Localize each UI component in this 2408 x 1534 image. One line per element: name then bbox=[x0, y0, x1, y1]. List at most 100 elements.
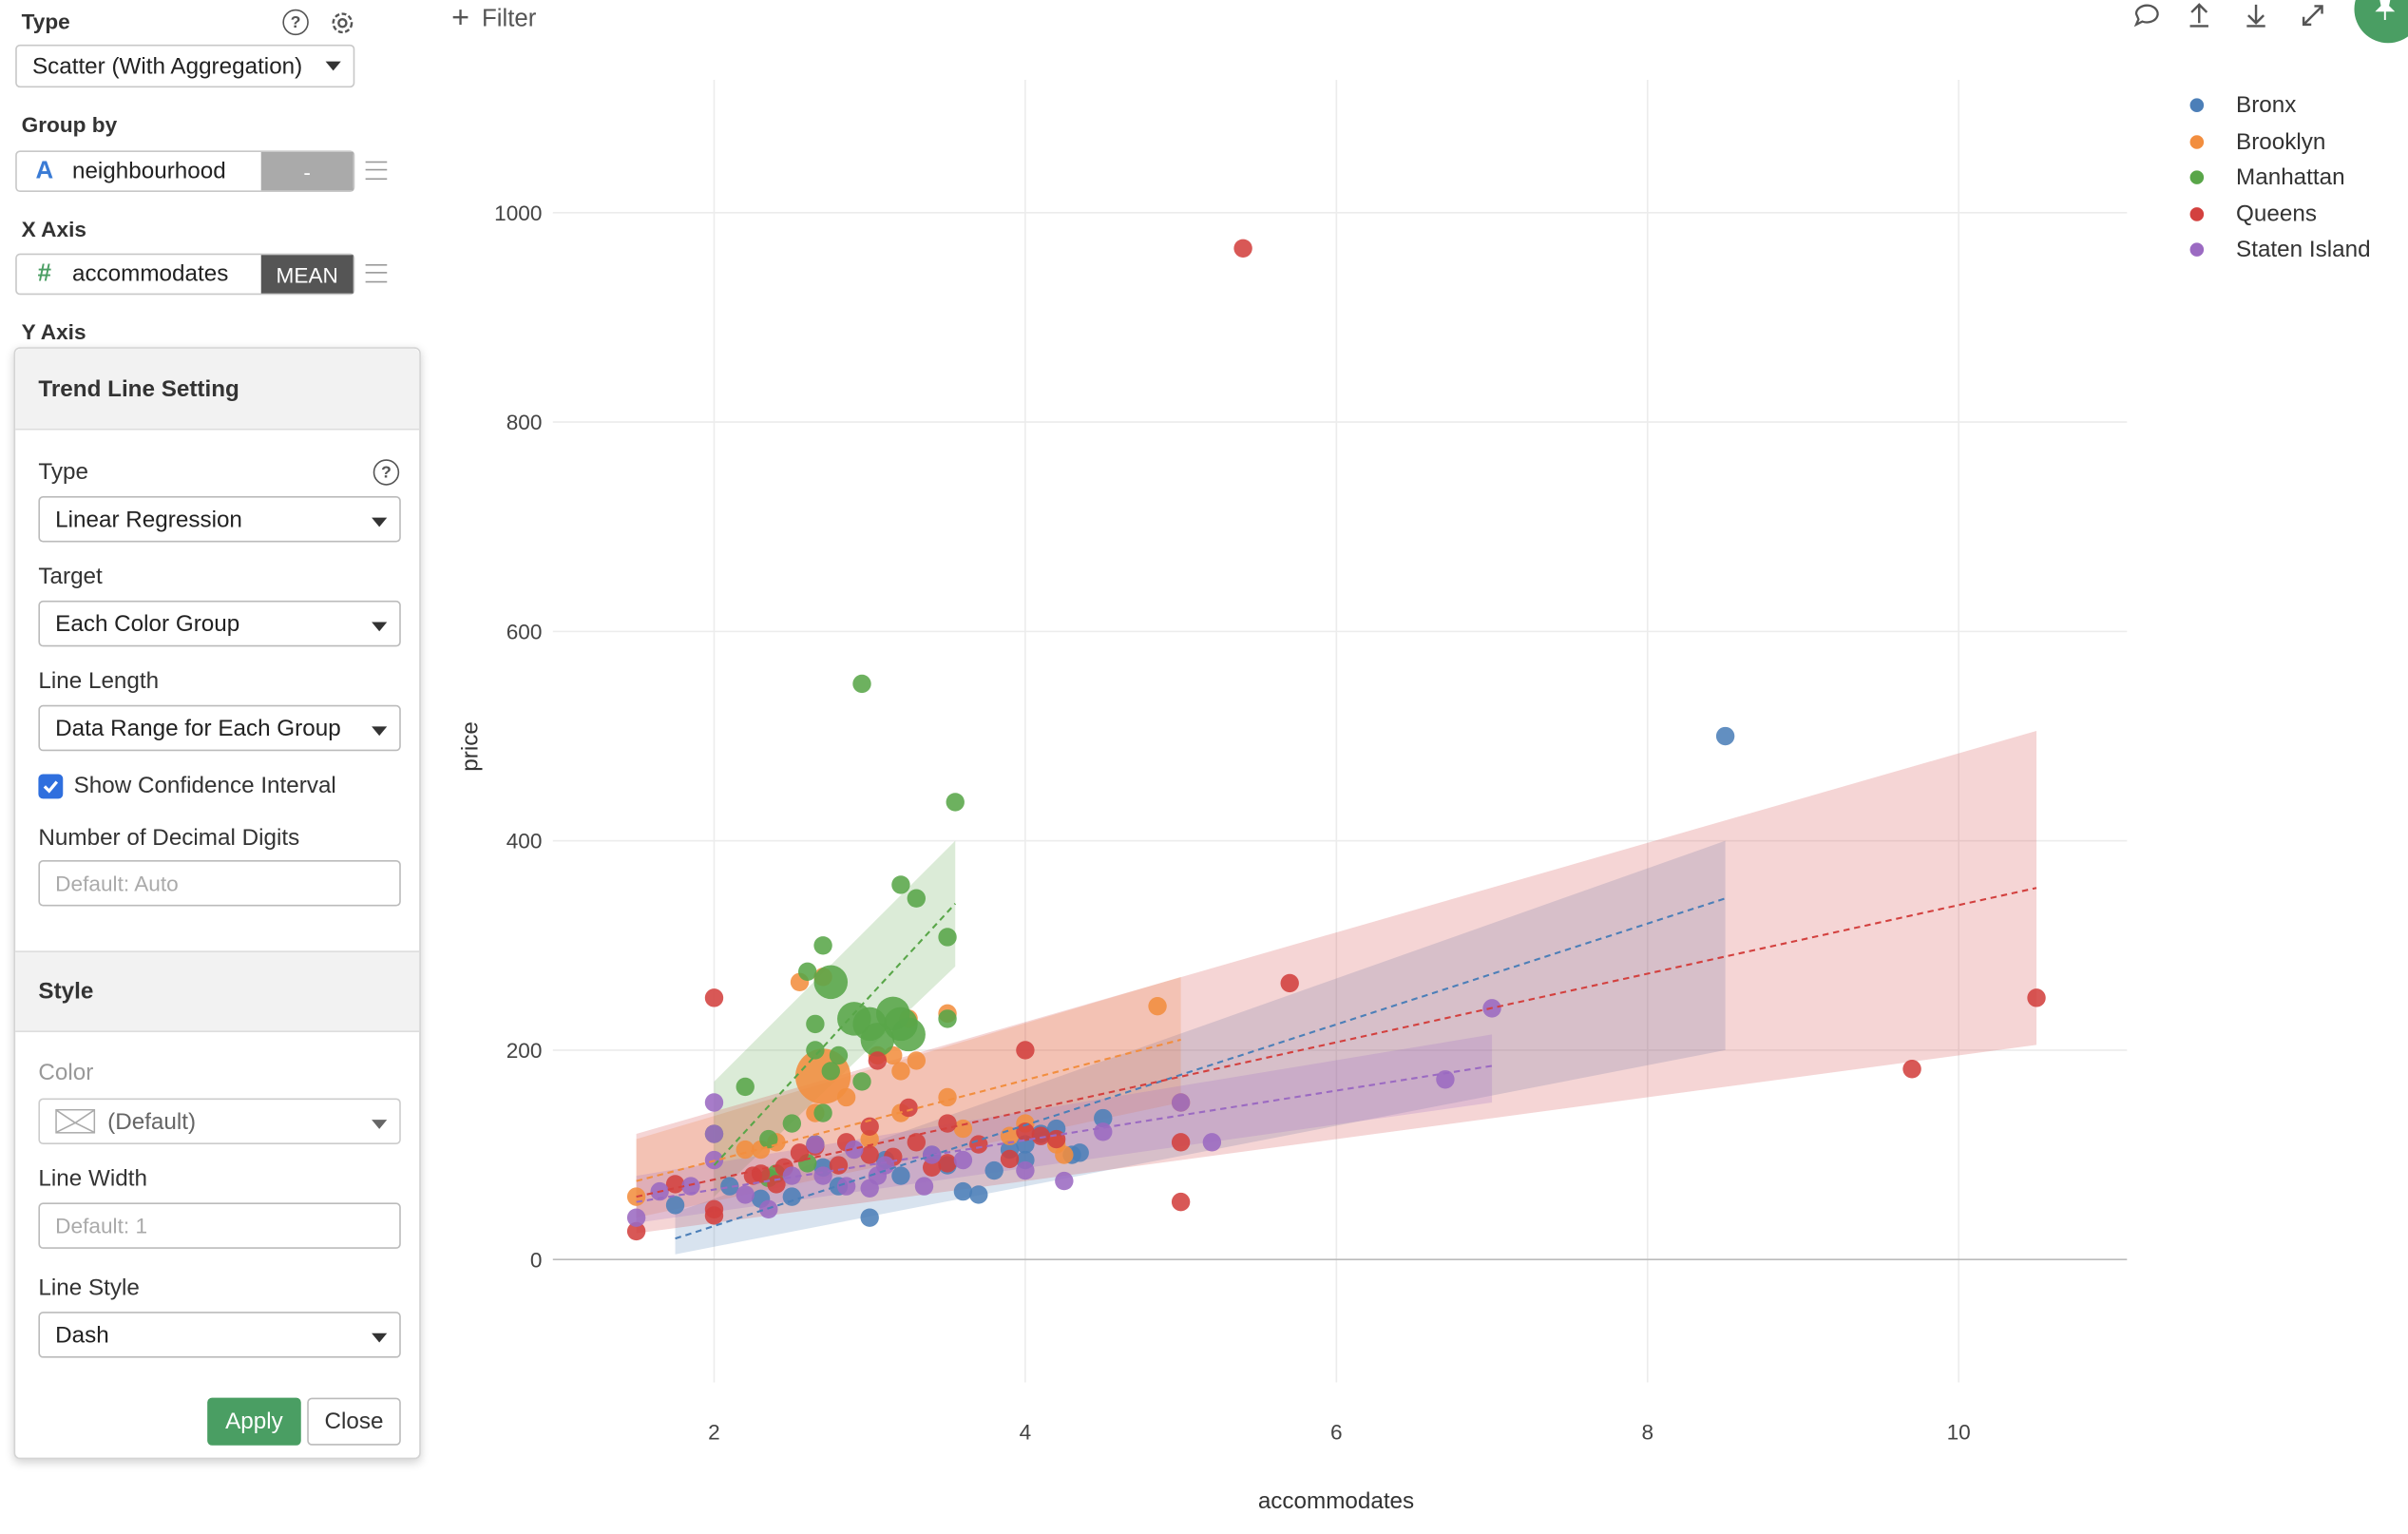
trend-type-value: Linear Regression bbox=[55, 506, 242, 532]
line-style-select[interactable]: Dash bbox=[38, 1312, 401, 1358]
x-axis-label: X Axis bbox=[21, 216, 86, 241]
download-icon[interactable] bbox=[2241, 0, 2271, 30]
color-label: Color bbox=[38, 1060, 94, 1086]
confidence-band bbox=[714, 840, 956, 1198]
help-icon[interactable]: ? bbox=[282, 9, 309, 36]
chevron-down-icon bbox=[372, 1333, 388, 1343]
data-point bbox=[836, 1087, 856, 1107]
data-point bbox=[782, 1114, 802, 1133]
data-point bbox=[891, 1062, 910, 1081]
trend-line bbox=[713, 903, 957, 1166]
legend-marker bbox=[2189, 242, 2205, 258]
data-point bbox=[868, 1051, 888, 1070]
decimal-digits-label: Number of Decimal Digits bbox=[38, 824, 300, 852]
panel-title: Trend Line Setting bbox=[15, 348, 420, 431]
legend-item[interactable]: Manhattan bbox=[2189, 164, 2345, 191]
data-point bbox=[946, 793, 965, 812]
legend-item[interactable]: Bronx bbox=[2189, 91, 2297, 119]
x-axis-title: accommodates bbox=[1258, 1488, 1414, 1514]
trend-line bbox=[636, 887, 2037, 1198]
y-tick-label: 1000 bbox=[494, 201, 542, 225]
apply-button[interactable]: Apply bbox=[207, 1397, 301, 1446]
data-point bbox=[1055, 1171, 1074, 1191]
y-tick-label: 0 bbox=[530, 1248, 543, 1272]
data-point bbox=[806, 1014, 825, 1034]
data-point bbox=[891, 1166, 910, 1185]
data-point bbox=[984, 1160, 1003, 1180]
data-point bbox=[1031, 1126, 1050, 1145]
no-color-icon bbox=[55, 1108, 96, 1134]
line-length-label: Line Length bbox=[38, 668, 160, 695]
show-ci-checkbox[interactable] bbox=[38, 773, 64, 798]
data-point bbox=[907, 1133, 927, 1152]
line-length-value: Data Range for Each Group bbox=[55, 715, 341, 741]
data-point bbox=[1171, 1192, 1191, 1212]
x-axis-agg[interactable]: MEAN bbox=[260, 255, 354, 294]
data-point bbox=[907, 889, 927, 908]
data-point bbox=[2027, 988, 2046, 1007]
target-select[interactable]: Each Color Group bbox=[38, 600, 401, 647]
data-point bbox=[914, 1177, 934, 1196]
legend-item[interactable]: Staten Island bbox=[2189, 238, 2371, 263]
data-point bbox=[1171, 1093, 1191, 1112]
trend-line bbox=[636, 1038, 1181, 1182]
data-point bbox=[759, 1129, 778, 1149]
group-by-agg[interactable]: - bbox=[260, 151, 354, 191]
x-tick-label: 2 bbox=[708, 1420, 720, 1444]
data-point bbox=[829, 1045, 849, 1065]
x-tick-label: 10 bbox=[1947, 1420, 1971, 1444]
data-point bbox=[736, 1077, 755, 1097]
plus-icon: + bbox=[451, 1, 470, 36]
data-point bbox=[953, 1150, 973, 1170]
data-point bbox=[813, 1166, 832, 1185]
data-point bbox=[860, 1145, 879, 1164]
show-ci-row: Show Confidence Interval bbox=[38, 773, 336, 798]
color-select[interactable]: (Default) bbox=[38, 1098, 401, 1144]
comment-icon[interactable] bbox=[2131, 0, 2162, 30]
confidence-band bbox=[636, 731, 2037, 1234]
legend-item[interactable]: Queens bbox=[2189, 201, 2317, 227]
expand-icon[interactable] bbox=[2298, 0, 2328, 30]
check-icon bbox=[43, 779, 59, 793]
data-point bbox=[1436, 1070, 1455, 1089]
chart-type-select[interactable]: Scatter (With Aggregation) bbox=[15, 44, 355, 88]
filter-button[interactable]: + Filter bbox=[451, 2, 536, 37]
line-style-label: Line Style bbox=[38, 1275, 140, 1301]
help-icon[interactable]: ? bbox=[373, 459, 400, 486]
legend-label: Queens bbox=[2236, 201, 2317, 227]
line-width-input[interactable]: Default: 1 bbox=[38, 1202, 401, 1249]
x-tick-label: 4 bbox=[1020, 1420, 1032, 1444]
decimal-digits-input[interactable]: Default: Auto bbox=[38, 860, 401, 907]
number-type-icon: # bbox=[37, 259, 52, 287]
text-type-icon: A bbox=[35, 157, 54, 184]
data-point bbox=[899, 1098, 918, 1118]
legend-label: Bronx bbox=[2236, 91, 2297, 119]
group-by-label: Group by bbox=[21, 111, 118, 137]
data-point bbox=[953, 1181, 973, 1201]
trend-type-select[interactable]: Linear Regression bbox=[38, 496, 401, 543]
line-length-select[interactable]: Data Range for Each Group bbox=[38, 704, 401, 752]
legend-item[interactable]: Brooklyn bbox=[2189, 128, 2325, 155]
legend-marker bbox=[2189, 134, 2205, 149]
data-point bbox=[860, 1117, 879, 1137]
data-point bbox=[852, 1072, 871, 1091]
data-point bbox=[1715, 726, 1735, 746]
menu-icon[interactable] bbox=[365, 161, 388, 181]
legend-label: Manhattan bbox=[2236, 164, 2345, 191]
data-point bbox=[813, 965, 849, 1000]
x-axis-column[interactable]: # accommodates MEAN bbox=[15, 253, 355, 296]
data-point bbox=[1094, 1108, 1113, 1128]
data-point bbox=[1171, 1133, 1191, 1152]
target-label: Target bbox=[38, 564, 103, 590]
data-point bbox=[891, 875, 910, 894]
y-axis-title: price bbox=[458, 721, 484, 772]
data-point bbox=[1000, 1149, 1020, 1169]
gear-icon[interactable] bbox=[327, 8, 357, 38]
legend-marker bbox=[2189, 170, 2205, 185]
menu-icon[interactable] bbox=[365, 263, 388, 283]
upload-icon[interactable] bbox=[2184, 0, 2214, 30]
data-point bbox=[1094, 1122, 1113, 1141]
group-by-column[interactable]: A neighbourhood - bbox=[15, 150, 355, 193]
close-button[interactable]: Close bbox=[307, 1397, 401, 1446]
type-label: Type bbox=[21, 9, 70, 34]
